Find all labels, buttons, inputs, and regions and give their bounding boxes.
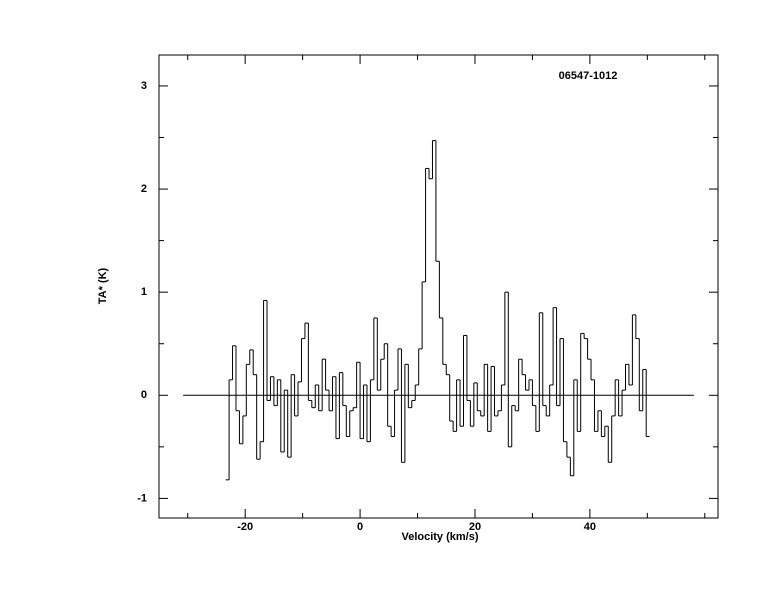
y-axis-label: TA* (K)	[97, 267, 109, 304]
y-tick-label: 2	[141, 183, 147, 195]
x-tick-label: 0	[357, 521, 363, 533]
y-tick-label: 0	[141, 389, 147, 401]
y-tick-label: 3	[141, 80, 147, 92]
x-axis-label: Velocity (km/s)	[401, 531, 478, 543]
y-tick-label: 1	[141, 286, 147, 298]
chart-title: 06547-1012	[559, 70, 618, 82]
plot-frame	[158, 54, 719, 519]
x-tick-label: 40	[584, 521, 596, 533]
x-tick-label: 20	[469, 521, 481, 533]
y-tick-label: -1	[137, 492, 147, 504]
x-tick-label: -20	[237, 521, 253, 533]
